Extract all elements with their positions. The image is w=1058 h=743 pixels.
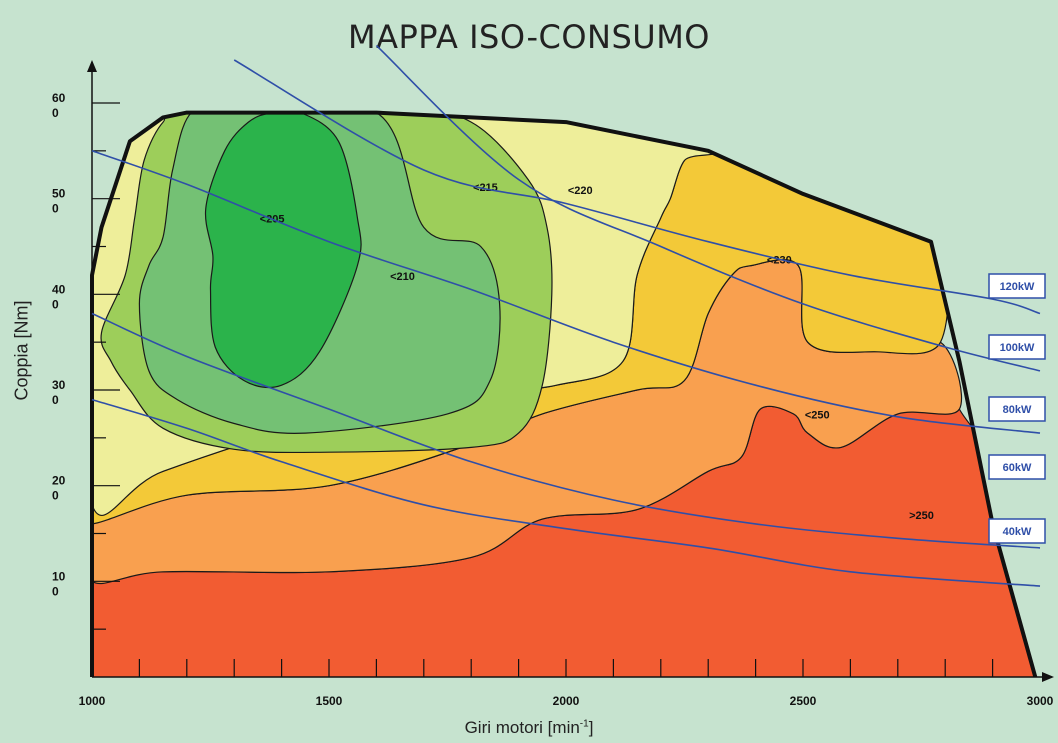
consumption-regions <box>92 112 1036 678</box>
x-tick-label: 3000 <box>1027 694 1054 708</box>
power-label: 100kW <box>1000 342 1035 354</box>
power-label-box <box>988 273 1046 299</box>
power-curve-60kW <box>91 312 1041 549</box>
power-label: 80kW <box>1003 404 1032 416</box>
region-label: <220 <box>568 185 593 197</box>
region-label: <210 <box>390 271 415 283</box>
chart-title: MAPPA ISO-CONSUMO <box>348 18 710 56</box>
y-tick-label: 40 0 <box>52 282 66 311</box>
power-label-box <box>988 334 1046 360</box>
power-label: 40kW <box>1003 526 1032 538</box>
region-label: <215 <box>473 182 498 194</box>
x-axis-label: Giri motori [min-1] <box>464 718 594 737</box>
power-curve-120kW <box>233 59 1041 315</box>
y-tick-label: 10 0 <box>52 569 66 598</box>
x-tick-label: 1500 <box>316 694 343 708</box>
region-label: <250 <box>805 410 830 422</box>
x-axis-arrow <box>1042 672 1054 682</box>
x-tick-label: 1000 <box>79 694 106 708</box>
power-label: 60kW <box>1003 462 1032 474</box>
y-tick-label: 60 0 <box>52 91 66 120</box>
power-label: 120kW <box>1000 281 1035 293</box>
power-label-box <box>988 518 1046 544</box>
max-torque-curve <box>90 110 1038 678</box>
power-curve-40kW <box>91 398 1041 587</box>
y-axis-arrow <box>87 60 97 72</box>
x-tick-label: 2500 <box>790 694 817 708</box>
power-label-box <box>988 396 1046 422</box>
power-curve-80kW <box>91 150 1041 434</box>
y-tick-label: 30 0 <box>52 378 66 407</box>
y-tick-label: 20 0 <box>52 474 66 503</box>
region-lt205 <box>204 112 362 389</box>
x-tick-label: 2000 <box>553 694 580 708</box>
power-label-box <box>988 454 1046 480</box>
region-label: >250 <box>909 510 934 522</box>
power-curve-100kW <box>375 45 1041 372</box>
y-tick-label: 50 0 <box>52 187 66 216</box>
